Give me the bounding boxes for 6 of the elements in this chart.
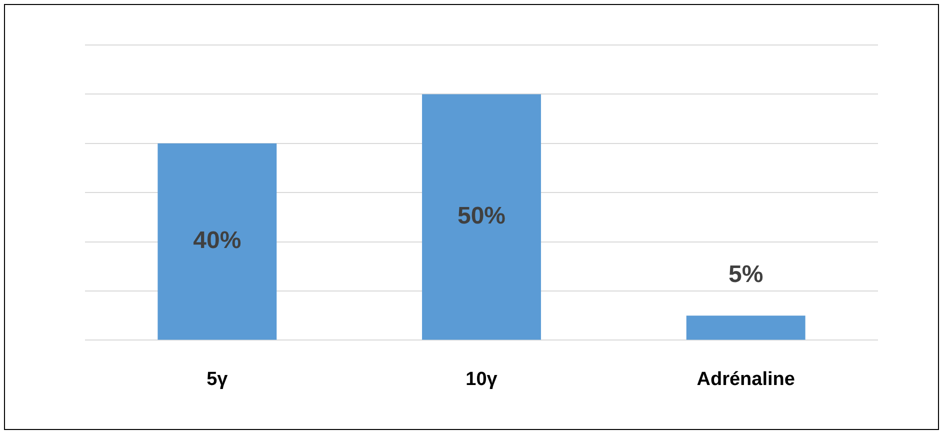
data-label: 5% [728, 261, 764, 288]
data-label: 50% [457, 202, 506, 230]
x-tick-label: 5γ [206, 368, 228, 390]
x-tick-label: Adrénaline [696, 368, 795, 390]
x-tick-label: 10γ [466, 368, 498, 390]
data-label: 40% [193, 227, 242, 254]
